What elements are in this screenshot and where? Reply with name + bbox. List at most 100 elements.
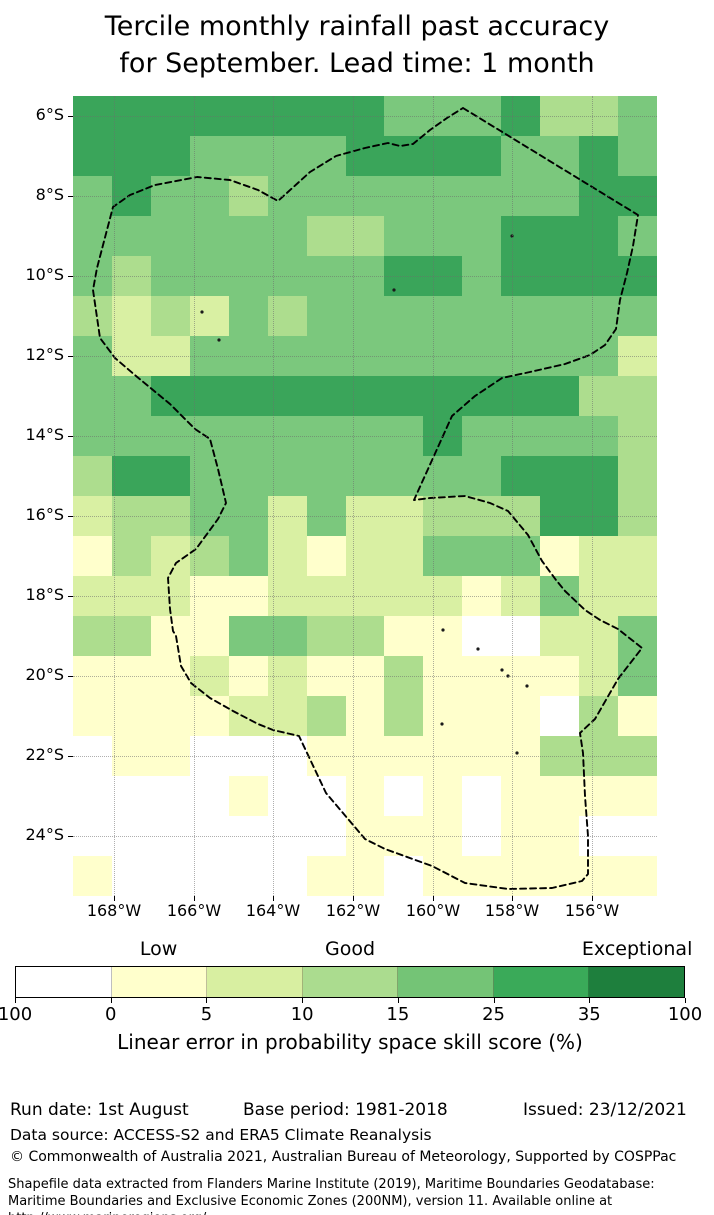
x-tick-label: 158°W — [484, 901, 540, 920]
heatmap-cell — [384, 216, 424, 256]
heatmap-cell — [189, 536, 229, 576]
heatmap-cell — [501, 616, 541, 656]
y-gridline — [73, 436, 657, 437]
heatmap-cell — [189, 296, 229, 336]
colorbar-tick-label: 35 — [577, 1004, 601, 1025]
heatmap-cell — [228, 296, 268, 336]
colorbar-category-label: Good — [324, 938, 376, 960]
heatmap-cell — [73, 536, 112, 576]
footer-shapefile-note: Shapefile data extracted from Flanders M… — [8, 1177, 655, 1215]
y-tick-label: 10°S — [25, 265, 64, 284]
y-tick-label: 6°S — [35, 105, 64, 124]
colorbar-segment — [589, 967, 685, 997]
rainfall-skill-heatmap — [73, 96, 657, 896]
heatmap-cell — [150, 376, 190, 416]
colorbar-tick-mark — [110, 998, 112, 1003]
heatmap-cell — [501, 536, 541, 576]
heatmap-cell — [423, 456, 463, 496]
heatmap-cell — [345, 456, 385, 496]
heatmap-cell — [345, 536, 385, 576]
heatmap-cell — [345, 856, 385, 896]
x-tick-mark — [273, 896, 274, 901]
heatmap-cell — [579, 216, 619, 256]
y-tick-mark — [68, 276, 73, 277]
heatmap-cell — [111, 456, 151, 496]
heatmap-cell — [462, 216, 502, 256]
heatmap-cell — [228, 616, 268, 656]
heatmap-cell — [384, 776, 424, 816]
heatmap-cell — [579, 376, 619, 416]
heatmap-cell — [618, 216, 657, 256]
heatmap-cell — [384, 856, 424, 896]
heatmap-cell — [189, 376, 229, 416]
y-tick-label: 12°S — [25, 345, 64, 364]
heatmap-cell — [579, 776, 619, 816]
heatmap-cell — [618, 296, 657, 336]
colorbar-tick-mark — [397, 998, 399, 1003]
y-tick-mark — [68, 756, 73, 757]
heatmap-cell — [384, 536, 424, 576]
heatmap-cell — [345, 296, 385, 336]
heatmap-cell — [462, 536, 502, 576]
colorbar-segment — [207, 967, 303, 997]
colorbar-segment — [493, 967, 590, 997]
footer-run-date: Run date: 1st August — [10, 1100, 189, 1120]
heatmap-cell — [579, 856, 619, 896]
colorbar-tick-mark — [493, 998, 495, 1003]
y-gridline — [73, 516, 657, 517]
y-tick-mark — [68, 836, 73, 837]
colorbar-category-label: Low — [139, 938, 178, 960]
heatmap-cell — [501, 776, 541, 816]
x-tick-label: 164°W — [245, 901, 301, 920]
heatmap-cell — [306, 376, 346, 416]
x-tick-label: 160°W — [405, 901, 461, 920]
heatmap-cell — [462, 136, 502, 176]
heatmap-cell — [306, 456, 346, 496]
heatmap-cell — [540, 616, 580, 656]
heatmap-cell — [111, 776, 151, 816]
heatmap-cell — [306, 136, 346, 176]
x-tick-mark — [512, 896, 513, 901]
heatmap-cell — [423, 696, 463, 736]
heatmap-cell — [384, 376, 424, 416]
y-tick-mark — [68, 676, 73, 677]
heatmap-cell — [462, 776, 502, 816]
heatmap-cell — [150, 616, 190, 656]
heatmap-cell — [579, 536, 619, 576]
heatmap-cell — [579, 136, 619, 176]
heatmap-cell — [228, 536, 268, 576]
x-tick-label: 162°W — [325, 901, 381, 920]
y-gridline — [73, 596, 657, 597]
y-gridline — [73, 116, 657, 117]
x-tick-label: 168°W — [86, 901, 142, 920]
heatmap-cell — [618, 136, 657, 176]
y-gridline — [73, 276, 657, 277]
heatmap-cell — [618, 616, 657, 656]
heatmap-cell — [423, 616, 463, 656]
heatmap-cell — [501, 856, 541, 896]
heatmap-cell — [228, 776, 268, 816]
heatmap-cell — [501, 136, 541, 176]
heatmap-cell — [462, 616, 502, 656]
heatmap-cell — [228, 456, 268, 496]
colorbar-tick-label: 25 — [482, 1004, 506, 1025]
colorbar-segment — [398, 967, 494, 997]
heatmap-cell — [345, 776, 385, 816]
footer-data-source: Data source: ACCESS-S2 and ERA5 Climate … — [10, 1126, 432, 1144]
x-gridline — [592, 96, 593, 896]
heatmap-cell — [111, 616, 151, 656]
footer-base-period: Base period: 1981-2018 — [243, 1100, 448, 1120]
heatmap-cell — [228, 136, 268, 176]
heatmap-cell — [306, 296, 346, 336]
y-tick-label: 8°S — [35, 185, 64, 204]
x-tick-mark — [114, 896, 115, 901]
heatmap-cell — [540, 856, 580, 896]
y-gridline — [73, 836, 657, 837]
heatmap-cell — [423, 536, 463, 576]
heatmap-cell — [579, 696, 619, 736]
heatmap-cell — [111, 376, 151, 416]
heatmap-cell — [618, 776, 657, 816]
heatmap-cell — [189, 456, 229, 496]
heatmap-cell — [150, 136, 190, 176]
